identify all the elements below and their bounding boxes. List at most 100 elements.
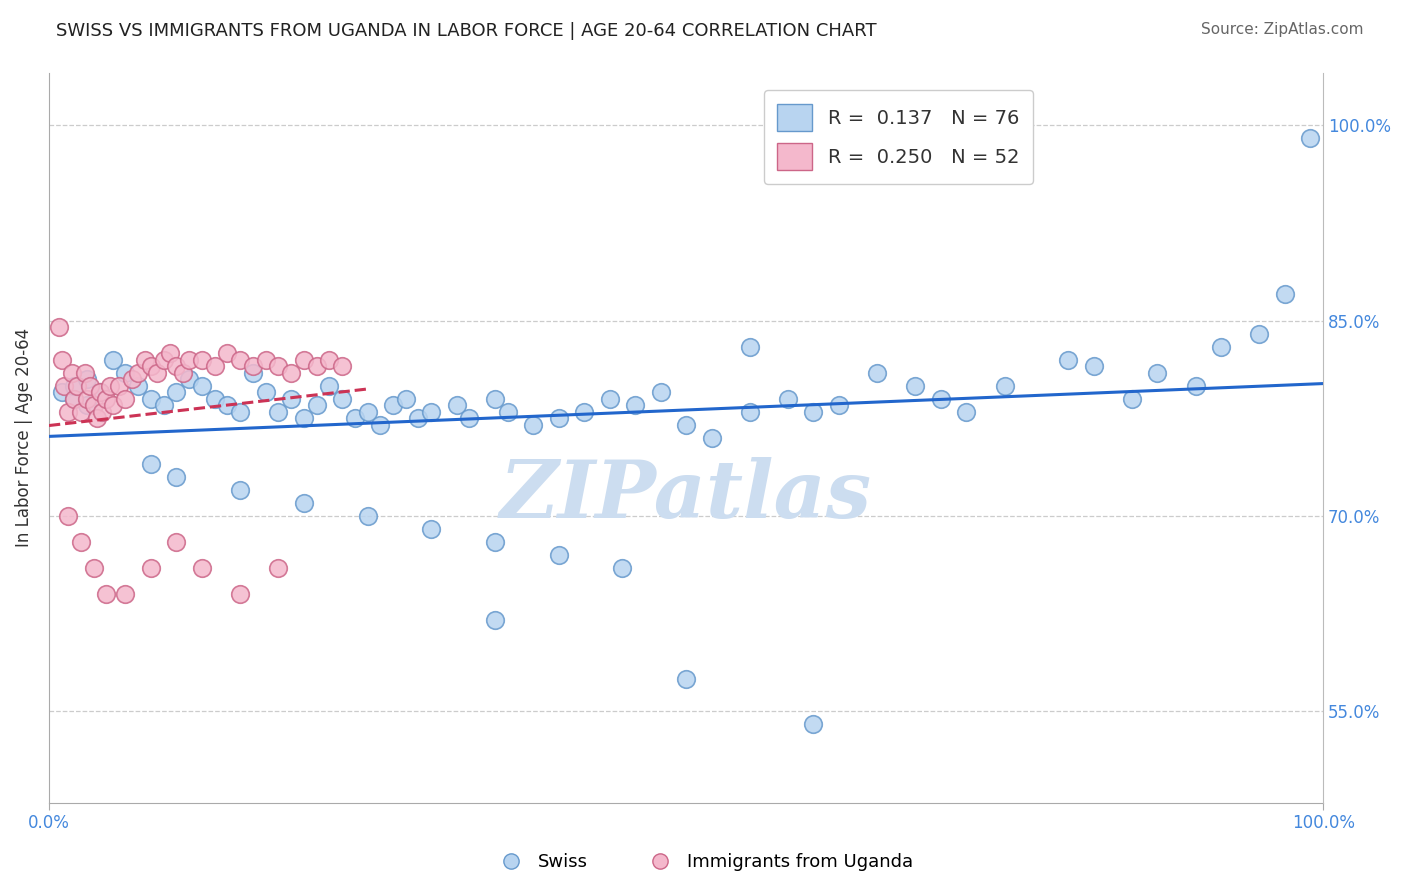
Point — [191, 378, 214, 392]
Point — [280, 392, 302, 406]
Point — [547, 548, 569, 562]
Point — [572, 405, 595, 419]
Point — [48, 320, 70, 334]
Point — [420, 405, 443, 419]
Point — [51, 352, 73, 367]
Point — [624, 398, 647, 412]
Point — [267, 405, 290, 419]
Point — [139, 457, 162, 471]
Point — [63, 378, 86, 392]
Point — [318, 378, 340, 392]
Point — [700, 431, 723, 445]
Point — [343, 411, 366, 425]
Point — [1249, 326, 1271, 341]
Point — [803, 717, 825, 731]
Point — [51, 385, 73, 400]
Point — [191, 352, 214, 367]
Point — [76, 398, 98, 412]
Point — [866, 366, 889, 380]
Point — [292, 411, 315, 425]
Point — [330, 359, 353, 373]
Legend: Swiss, Immigrants from Uganda: Swiss, Immigrants from Uganda — [485, 847, 921, 879]
Point — [1146, 366, 1168, 380]
Point — [121, 372, 143, 386]
Y-axis label: In Labor Force | Age 20-64: In Labor Force | Age 20-64 — [15, 328, 32, 548]
Point — [1299, 131, 1322, 145]
Point — [101, 352, 124, 367]
Point — [484, 392, 506, 406]
Point — [204, 359, 226, 373]
Point — [254, 352, 277, 367]
Text: SWISS VS IMMIGRANTS FROM UGANDA IN LABOR FORCE | AGE 20-64 CORRELATION CHART: SWISS VS IMMIGRANTS FROM UGANDA IN LABOR… — [56, 22, 877, 40]
Point — [242, 359, 264, 373]
Point — [305, 359, 328, 373]
Point — [994, 378, 1017, 392]
Point — [738, 340, 761, 354]
Point — [159, 346, 181, 360]
Point — [191, 561, 214, 575]
Point — [108, 378, 131, 392]
Point — [165, 385, 187, 400]
Point — [152, 398, 174, 412]
Point — [420, 522, 443, 536]
Point — [83, 398, 105, 412]
Point — [96, 587, 118, 601]
Point — [955, 405, 977, 419]
Point — [229, 587, 252, 601]
Point — [60, 366, 83, 380]
Text: Source: ZipAtlas.com: Source: ZipAtlas.com — [1201, 22, 1364, 37]
Point — [458, 411, 481, 425]
Point — [1184, 378, 1206, 392]
Point — [267, 359, 290, 373]
Point — [292, 352, 315, 367]
Point — [56, 508, 79, 523]
Point — [134, 352, 156, 367]
Point — [484, 535, 506, 549]
Point — [242, 366, 264, 380]
Point — [229, 405, 252, 419]
Point — [127, 378, 149, 392]
Text: ZIPatlas: ZIPatlas — [501, 458, 872, 535]
Point — [280, 366, 302, 380]
Point — [179, 372, 201, 386]
Point — [929, 392, 952, 406]
Point — [79, 378, 101, 392]
Point — [356, 405, 378, 419]
Point — [612, 561, 634, 575]
Point — [382, 398, 405, 412]
Point — [165, 359, 187, 373]
Point — [53, 378, 76, 392]
Point — [356, 508, 378, 523]
Point — [522, 417, 544, 432]
Point — [803, 405, 825, 419]
Point — [305, 398, 328, 412]
Point — [217, 398, 239, 412]
Point — [98, 378, 121, 392]
Point — [114, 392, 136, 406]
Point — [89, 385, 111, 400]
Point — [446, 398, 468, 412]
Point — [83, 561, 105, 575]
Point — [904, 378, 927, 392]
Point — [675, 417, 697, 432]
Point — [408, 411, 430, 425]
Point — [127, 366, 149, 380]
Point — [86, 411, 108, 425]
Point — [1121, 392, 1143, 406]
Legend: R =  0.137   N = 76, R =  0.250   N = 52: R = 0.137 N = 76, R = 0.250 N = 52 — [763, 90, 1033, 184]
Point — [292, 496, 315, 510]
Point — [69, 535, 91, 549]
Point — [165, 535, 187, 549]
Point — [484, 613, 506, 627]
Point — [267, 561, 290, 575]
Point — [330, 392, 353, 406]
Point — [496, 405, 519, 419]
Point — [73, 366, 96, 380]
Point — [204, 392, 226, 406]
Point — [395, 392, 418, 406]
Point — [139, 392, 162, 406]
Point — [91, 405, 114, 419]
Point — [56, 405, 79, 419]
Point — [69, 405, 91, 419]
Point — [547, 411, 569, 425]
